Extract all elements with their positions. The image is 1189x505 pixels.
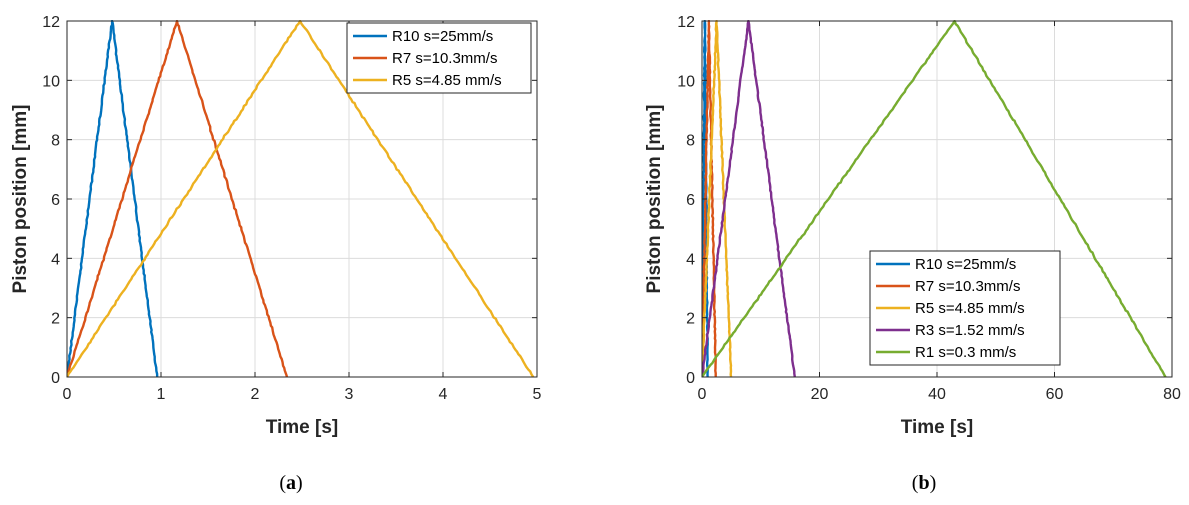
y-tick-label: 2 — [51, 311, 60, 328]
legend-entry: R1 s=0.3 mm/s — [915, 344, 1016, 361]
x-tick-label: 20 — [811, 386, 829, 403]
x-tick-label: 80 — [1163, 386, 1181, 403]
y-tick-label: 6 — [686, 192, 695, 209]
y-tick-label: 12 — [42, 14, 60, 31]
x-tick-label: 1 — [157, 386, 166, 403]
panel-a-caption: (a) — [279, 472, 303, 494]
x-tick-label: 60 — [1046, 386, 1064, 403]
y-tick-label: 0 — [51, 370, 60, 387]
x-tick-label: 3 — [345, 386, 354, 403]
y-tick-label: 2 — [686, 311, 695, 328]
x-axis-label: Time [s] — [901, 417, 974, 438]
legend-entry: R10 s=25mm/s — [392, 28, 493, 45]
chart-panel-b: 0 20 40 60 80 0 2 4 6 8 10 12 Time [s] Piston positio… — [644, 14, 1181, 438]
y-tick-label: 12 — [677, 14, 695, 31]
y-axis-label: Piston position [mm] — [644, 105, 665, 294]
legend-entry: R5 s=4.85 mm/s — [392, 72, 502, 89]
y-tick-label: 10 — [42, 73, 60, 90]
y-tick-label: 8 — [51, 133, 60, 150]
legend: R10 s=25mm/s R7 s=10.3mm/s R5 s=4.85 mm/s — [346, 22, 532, 94]
legend-entry: R3 s=1.52 mm/s — [915, 322, 1025, 339]
legend-entry: R5 s=4.85 mm/s — [915, 300, 1025, 317]
x-tick-label: 40 — [928, 386, 946, 403]
y-tick-label: 4 — [686, 251, 695, 268]
y-tick-label: 0 — [686, 370, 695, 387]
y-tick-label: 4 — [51, 251, 60, 268]
x-tick-label: 4 — [439, 386, 448, 403]
x-tick-label: 5 — [533, 386, 542, 403]
y-axis-label: Piston position [mm] — [10, 105, 31, 294]
x-tick-label: 0 — [698, 386, 707, 403]
legend: R10 s=25mm/s R7 s=10.3mm/s R5 s=4.85 mm/s R… — [869, 250, 1061, 366]
series-line — [702, 20, 1167, 378]
x-tick-label: 0 — [63, 386, 72, 403]
legend-entry: R7 s=10.3mm/s — [392, 50, 497, 67]
y-tick-label: 8 — [686, 133, 695, 150]
panel-b-caption: (b) — [911, 472, 937, 494]
x-tick-label: 2 — [251, 386, 260, 403]
y-tick-label: 6 — [51, 192, 60, 209]
legend-entry: R7 s=10.3mm/s — [915, 278, 1020, 295]
y-tick-label: 10 — [677, 73, 695, 90]
legend-entry: R10 s=25mm/s — [915, 256, 1016, 273]
x-axis-label: Time [s] — [266, 417, 339, 438]
